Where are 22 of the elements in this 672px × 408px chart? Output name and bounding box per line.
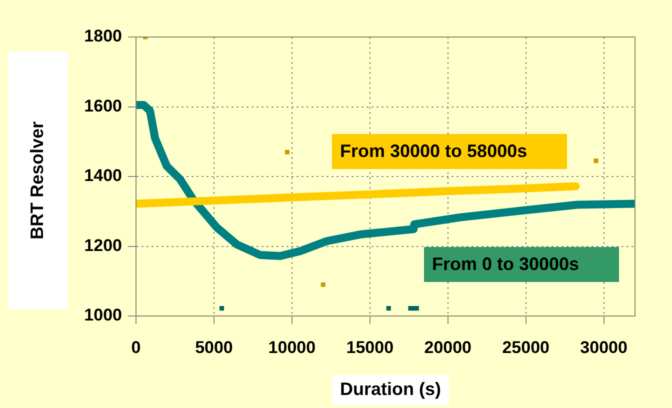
point [284, 150, 290, 154]
series-label: From 30000 to 58000s [332, 134, 568, 169]
x-tick-label: 25000 [502, 338, 550, 357]
point [414, 306, 419, 311]
y-tick-label: 1400 [84, 166, 122, 186]
x-tick-label: 15000 [346, 338, 394, 357]
x-tick-label: 20000 [424, 338, 472, 357]
x-tick-label: 30000 [580, 338, 628, 357]
y-tick-label: 1200 [84, 236, 122, 255]
point [594, 158, 598, 164]
series-label: From 0 to 30000s [424, 247, 620, 282]
y-tick-label: 1600 [84, 96, 122, 116]
point [386, 306, 391, 311]
point [220, 306, 224, 311]
y-tick-label: 1800 [84, 26, 122, 46]
y-axis-title: BRT Resolver [26, 121, 47, 240]
x-axis-title: Duration (s) [340, 378, 441, 399]
x-tick-label: 10000 [268, 338, 316, 357]
point [320, 282, 326, 287]
x-tick-label: 0 [131, 338, 141, 357]
x-tick-label: 5000 [195, 338, 233, 357]
y-tick-label: 1000 [84, 306, 122, 325]
